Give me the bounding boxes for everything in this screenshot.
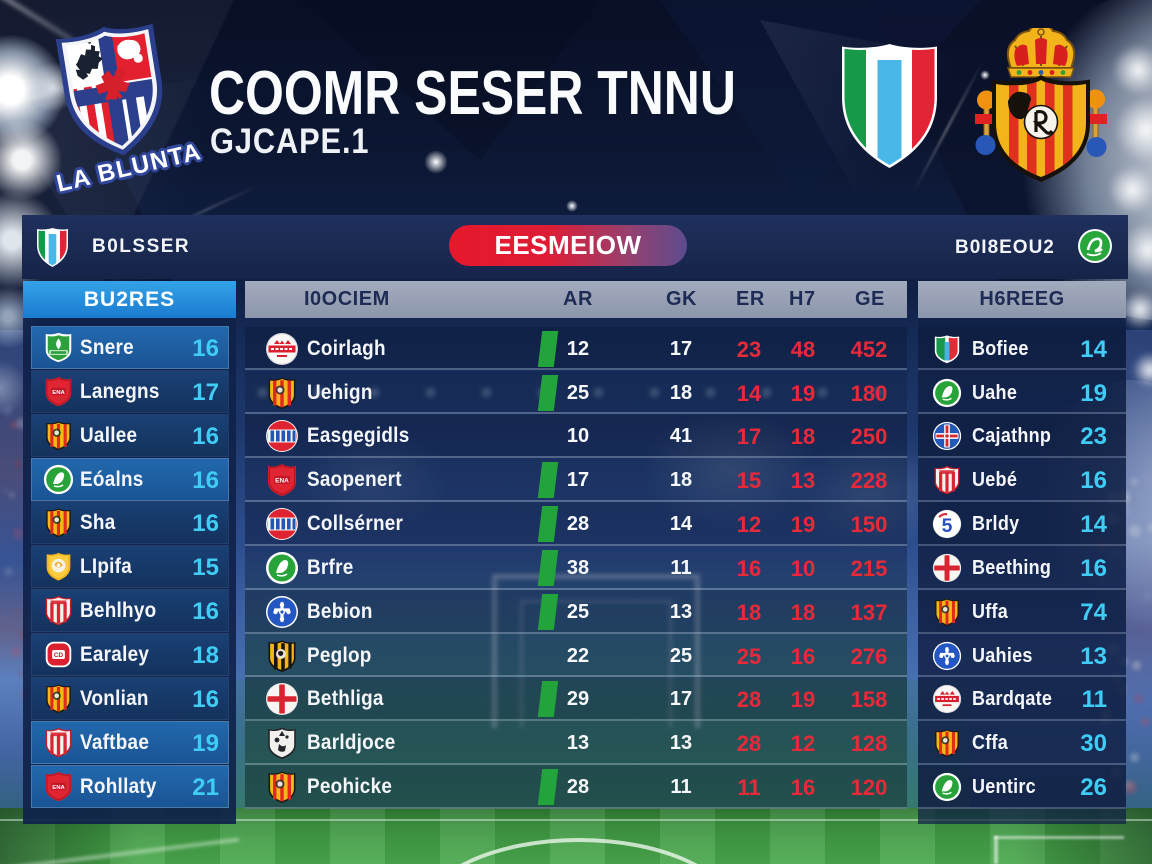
svg-text:ENA: ENA [52, 784, 65, 790]
svg-text:ENA: ENA [275, 478, 289, 485]
svg-text:5: 5 [942, 515, 953, 537]
svg-text:CD: CD [54, 652, 64, 659]
svg-text:ENA: ENA [52, 390, 65, 396]
